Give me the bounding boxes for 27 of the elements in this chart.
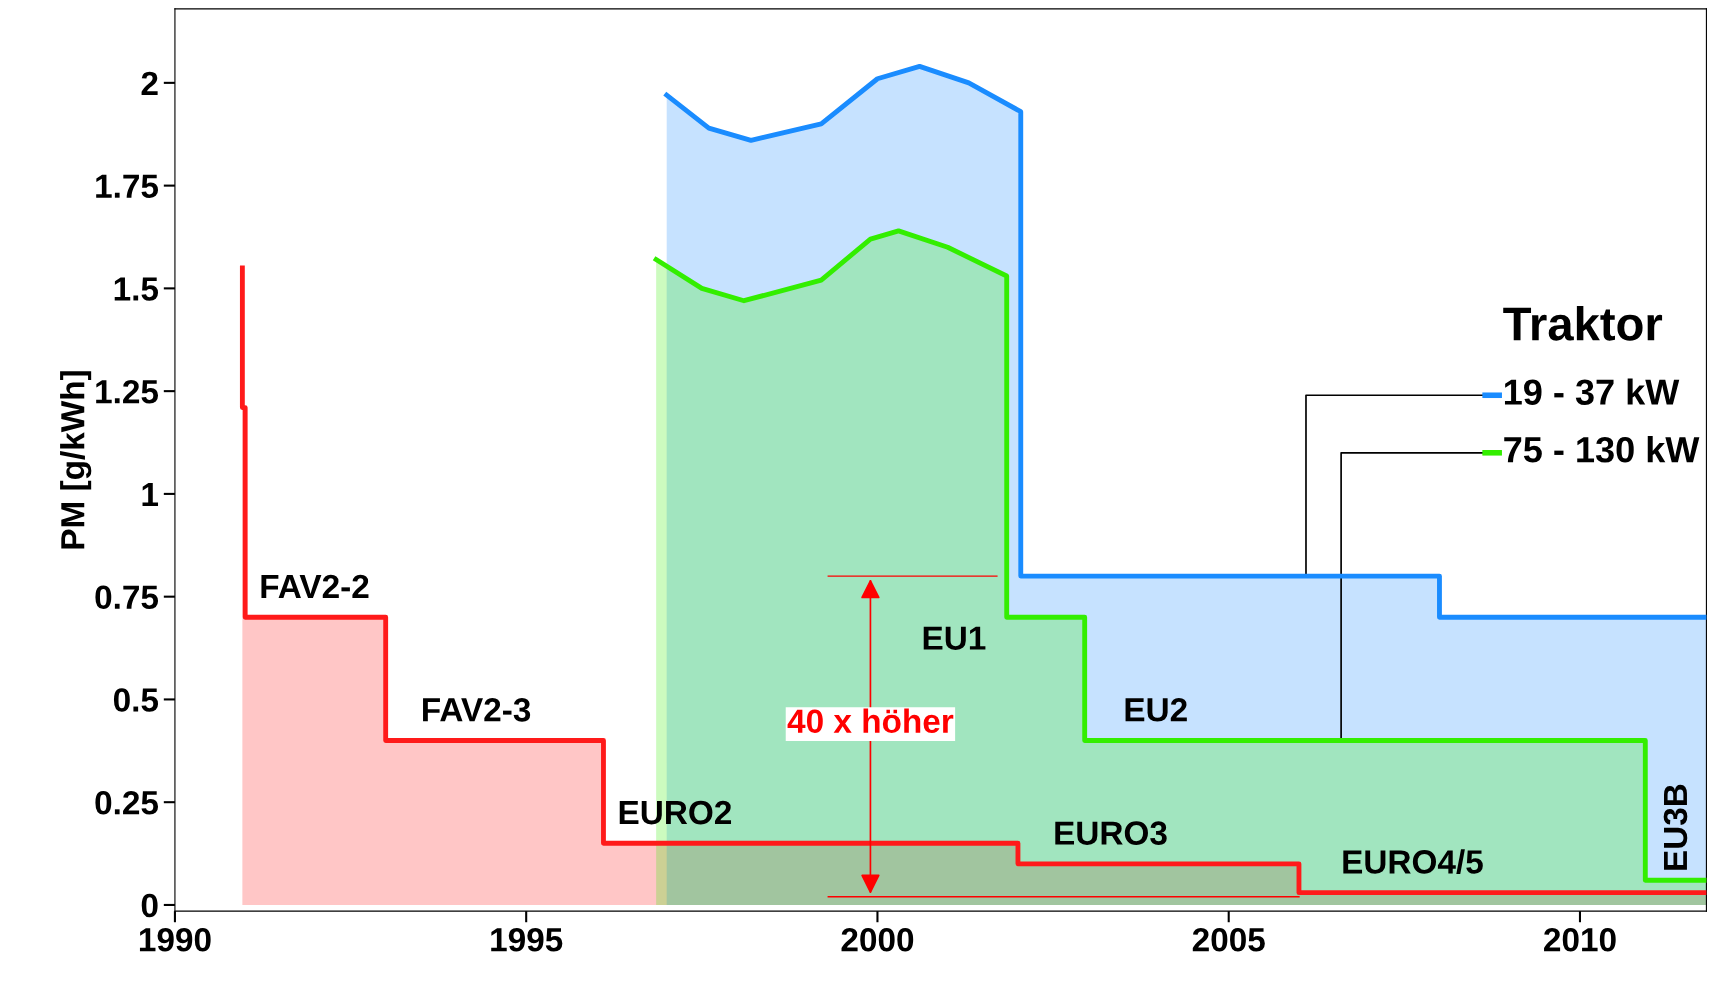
y-tick-label: 2	[141, 71, 158, 95]
annotation: EURO3	[1055, 821, 1167, 845]
y-tick-label: 0.75	[95, 585, 159, 610]
y-tick-label: 1.5	[114, 277, 159, 301]
x-tick-label: 2005	[1192, 927, 1265, 952]
x-tick-label: 1990	[139, 927, 211, 952]
annotation: FAV2-2	[261, 574, 369, 598]
y-tick-label: 1	[142, 483, 159, 506]
annotation: EU2	[1125, 698, 1187, 722]
legend-label: 19 - 37 kW	[1504, 378, 1680, 405]
y-axis-title: PM [g/kWh]	[60, 371, 92, 549]
legend-label: 75 - 130 kW	[1504, 435, 1700, 463]
annotation: 40 x höher	[787, 708, 954, 734]
y-tick-label: 0	[141, 893, 158, 918]
x-tick-label: 1995	[491, 927, 563, 952]
y-tick-label: 1.25	[96, 379, 159, 404]
annotation: EURO4/5	[1343, 849, 1483, 875]
annotation: EU1	[923, 626, 986, 650]
y-tick-label: 0.5	[113, 688, 159, 712]
y-tick-label: 1.75	[96, 174, 159, 199]
y-tick-label: 0.25	[95, 791, 159, 815]
annotation: FAV2-3	[423, 698, 531, 722]
annotation: EURO2	[619, 800, 732, 825]
annotation: EU3B	[1663, 784, 1688, 870]
legend-title: Traktor	[1503, 306, 1663, 341]
x-tick-label: 2000	[841, 927, 914, 952]
x-tick-label: 2010	[1544, 927, 1616, 952]
